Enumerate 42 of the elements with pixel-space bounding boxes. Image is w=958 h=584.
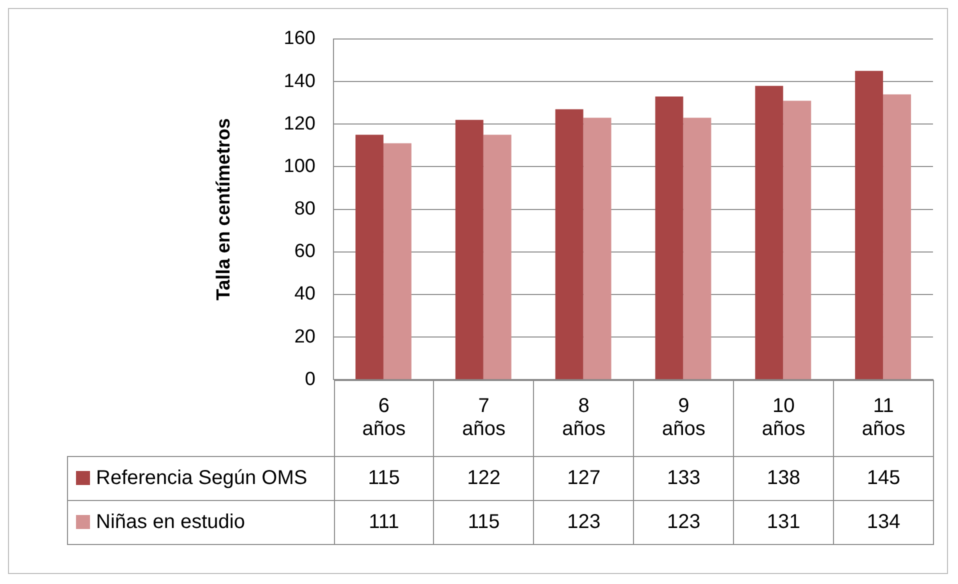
bar	[555, 109, 584, 380]
x-tick-label: 9 años	[633, 380, 734, 457]
data-label: 122	[433, 456, 534, 501]
data-label: 127	[533, 456, 634, 501]
y-tick-label: 0	[304, 368, 316, 390]
bar	[855, 70, 884, 380]
y-tick-label: 100	[284, 156, 316, 177]
bar	[483, 134, 512, 380]
y-tick-label: 40	[294, 284, 316, 305]
data-label: 123	[533, 500, 634, 545]
x-tick-label: 8 años	[533, 380, 634, 457]
data-label: 115	[334, 456, 434, 501]
y-tick-label: 80	[294, 198, 316, 220]
data-label: 138	[733, 456, 834, 501]
y-tick-label: 140	[284, 70, 316, 92]
x-tick-label: 6 años	[334, 380, 434, 457]
y-tick-label: 160	[284, 28, 316, 50]
x-tick-label: 10 años	[733, 380, 834, 457]
y-tick-label: 60	[294, 241, 316, 262]
bar	[655, 96, 684, 380]
data-label: 131	[733, 500, 834, 545]
legend-label: Niñas en estudio	[96, 510, 245, 534]
data-label: 123	[633, 500, 734, 545]
x-tick-label: 7 años	[433, 380, 534, 457]
y-axis-title: Talla en centímetros	[214, 118, 235, 300]
data-label: 145	[833, 456, 934, 501]
bar	[583, 118, 612, 380]
data-label: 134	[833, 500, 934, 545]
bar	[783, 100, 812, 380]
y-tick-label: 20	[294, 326, 316, 348]
bar	[683, 118, 712, 380]
bar	[455, 120, 484, 380]
bar	[755, 86, 784, 380]
bar	[383, 143, 412, 380]
y-tick-label: 120	[284, 113, 316, 134]
x-tick-label: 11 años	[833, 380, 934, 457]
legend-label: Referencia Según OMS	[96, 466, 308, 490]
bar	[355, 134, 384, 380]
bar	[883, 94, 912, 380]
data-label: 115	[433, 500, 534, 545]
data-label: 111	[334, 500, 434, 545]
data-label: 133	[633, 456, 734, 501]
